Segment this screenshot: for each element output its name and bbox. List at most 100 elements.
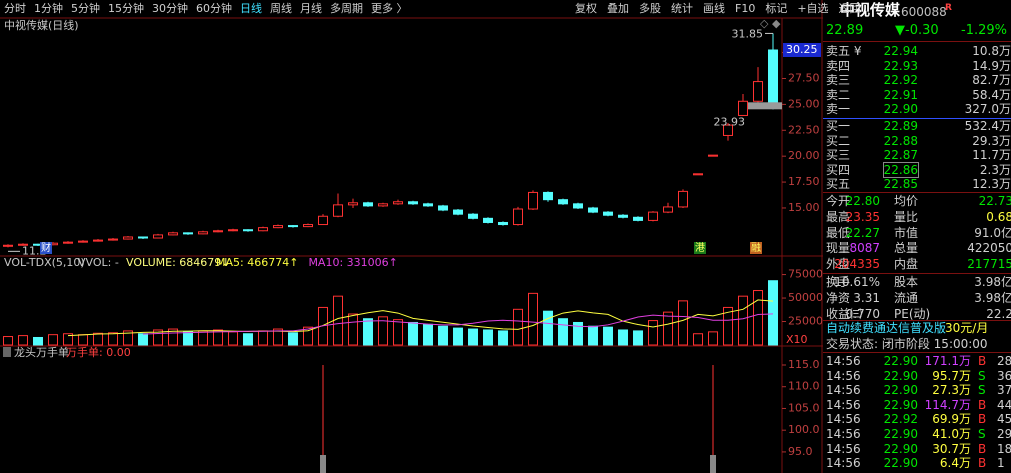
- candle-body: [618, 214, 628, 218]
- event-base: [320, 455, 326, 473]
- legend-entry: MA5: 466774↑: [216, 256, 298, 269]
- book-volume: 14.9万: [972, 58, 1011, 73]
- volume-bar: [93, 332, 103, 346]
- candle-body: [648, 211, 658, 221]
- period-tab[interactable]: 周线: [270, 2, 292, 15]
- stat-value: 3.98亿: [974, 290, 1011, 305]
- candle-body: [408, 201, 418, 205]
- tick-volume: 41.0万: [932, 427, 971, 441]
- book-label: 买三: [826, 148, 851, 163]
- stat-value: 23.35: [845, 209, 880, 224]
- stat-value: 22.2: [986, 306, 1011, 321]
- tool-button[interactable]: 复权: [575, 2, 597, 15]
- period-tab[interactable]: 日线: [240, 2, 262, 15]
- icon: [3, 347, 11, 357]
- tick-side: B: [978, 412, 987, 427]
- volume-bar: [498, 330, 508, 346]
- event-marker-label: 财: [41, 241, 51, 254]
- event-marker: [694, 242, 706, 254]
- tool-button[interactable]: F10: [735, 2, 756, 15]
- y-tick-label: 17.50: [788, 175, 820, 188]
- tool-button[interactable]: 统计: [671, 2, 693, 15]
- period-tab[interactable]: 60分钟: [196, 2, 232, 15]
- legend-entry: MA10: 331006↑: [308, 256, 397, 269]
- book-volume: 2.3万: [979, 162, 1011, 177]
- badge: R: [945, 3, 952, 13]
- volume-bar: [183, 331, 193, 346]
- candle-body: [633, 216, 643, 221]
- volume-bar: [528, 292, 538, 346]
- tick-time: 14:56: [826, 441, 861, 456]
- tool-button[interactable]: +自选: [797, 2, 829, 15]
- candle-body: [528, 191, 538, 210]
- tool-button[interactable]: 返回: [838, 2, 861, 15]
- book-volume: 29.3万: [972, 133, 1011, 148]
- period-tab[interactable]: 30分钟: [152, 2, 188, 15]
- divider: [823, 320, 1011, 321]
- y-tick-label: 25.00: [788, 97, 820, 110]
- tick-count: 1: [997, 456, 1005, 471]
- candle-body: [363, 202, 373, 207]
- ad-price[interactable]: 30元/月: [945, 321, 989, 335]
- period-tab[interactable]: 1分钟: [34, 2, 63, 15]
- volume-bar: [258, 330, 268, 346]
- volume-label: VOLUME: 684679↓: [126, 256, 230, 269]
- stat-value: 22.73: [978, 194, 1011, 208]
- book-volume: 11.7万: [972, 148, 1011, 163]
- candle-body: [3, 244, 13, 247]
- tick-time: 14:56: [826, 397, 861, 412]
- book-price: 22.91: [883, 87, 918, 102]
- tick-volume: 6.4万: [939, 456, 971, 471]
- ad-text[interactable]: 自动续费通达信普及版: [826, 321, 947, 335]
- y-tick-label: 27.50: [788, 71, 820, 84]
- period-tab[interactable]: 5分钟: [71, 2, 100, 15]
- candle-body: [453, 209, 463, 215]
- volume-bar: [633, 330, 643, 346]
- tick-volume: 30.7万: [932, 441, 971, 456]
- tick-time: 14:56: [826, 354, 861, 368]
- volume-bar: [3, 336, 13, 346]
- stat-value: 217715: [967, 257, 1011, 272]
- icon: ◇ ◆: [760, 17, 781, 30]
- volume-bar: [723, 306, 733, 346]
- y-tick-label: 25000: [788, 315, 823, 328]
- tick-side: S: [978, 427, 986, 441]
- candle-body: [273, 225, 283, 229]
- candle-body: [108, 238, 118, 241]
- trade-status: 交易状态: 闭市阶段 15:00:00: [826, 337, 988, 351]
- tick-price: 22.90: [883, 397, 918, 412]
- divider: [823, 41, 1011, 42]
- tick-price: 22.90: [883, 427, 918, 441]
- tool-button[interactable]: 画线: [703, 2, 725, 15]
- y-tick-label: 20.00: [788, 149, 820, 162]
- book-label: 卖三: [826, 73, 851, 88]
- period-tab[interactable]: 月线: [300, 2, 322, 15]
- tick-price: 22.90: [883, 456, 918, 471]
- candle-body: [738, 100, 748, 116]
- volume-bar: [228, 331, 238, 346]
- tool-button[interactable]: 多股: [639, 2, 661, 15]
- tick-side: B: [978, 441, 987, 456]
- tick-time: 14:56: [826, 412, 861, 427]
- book-label: 买二: [826, 133, 851, 148]
- period-tab[interactable]: 15分钟: [108, 2, 144, 15]
- volume-bar: [423, 323, 433, 346]
- volume-bar: [768, 280, 778, 346]
- book-label: 卖一: [826, 102, 851, 117]
- period-tab[interactable]: 更多 〉: [371, 2, 408, 15]
- period-tab[interactable]: 分时: [4, 2, 26, 15]
- volume-bar: [618, 329, 628, 346]
- stat-label: 收益㈢: [826, 306, 863, 321]
- volume-bar: [573, 321, 583, 346]
- tool-button[interactable]: 叠加: [607, 2, 629, 15]
- candle-body: [678, 190, 688, 208]
- period-tab[interactable]: 多周期: [330, 2, 363, 15]
- high-annotation: 31.85: [732, 27, 764, 40]
- volume-bar: [348, 313, 358, 346]
- event-marker: [750, 242, 762, 254]
- stat-value: 22.27: [845, 225, 880, 240]
- volume-bar: [393, 319, 403, 346]
- divider: [823, 352, 1011, 353]
- tool-button[interactable]: 标记: [765, 2, 788, 15]
- volume-title: VOL-TDX(5,10): [4, 256, 85, 269]
